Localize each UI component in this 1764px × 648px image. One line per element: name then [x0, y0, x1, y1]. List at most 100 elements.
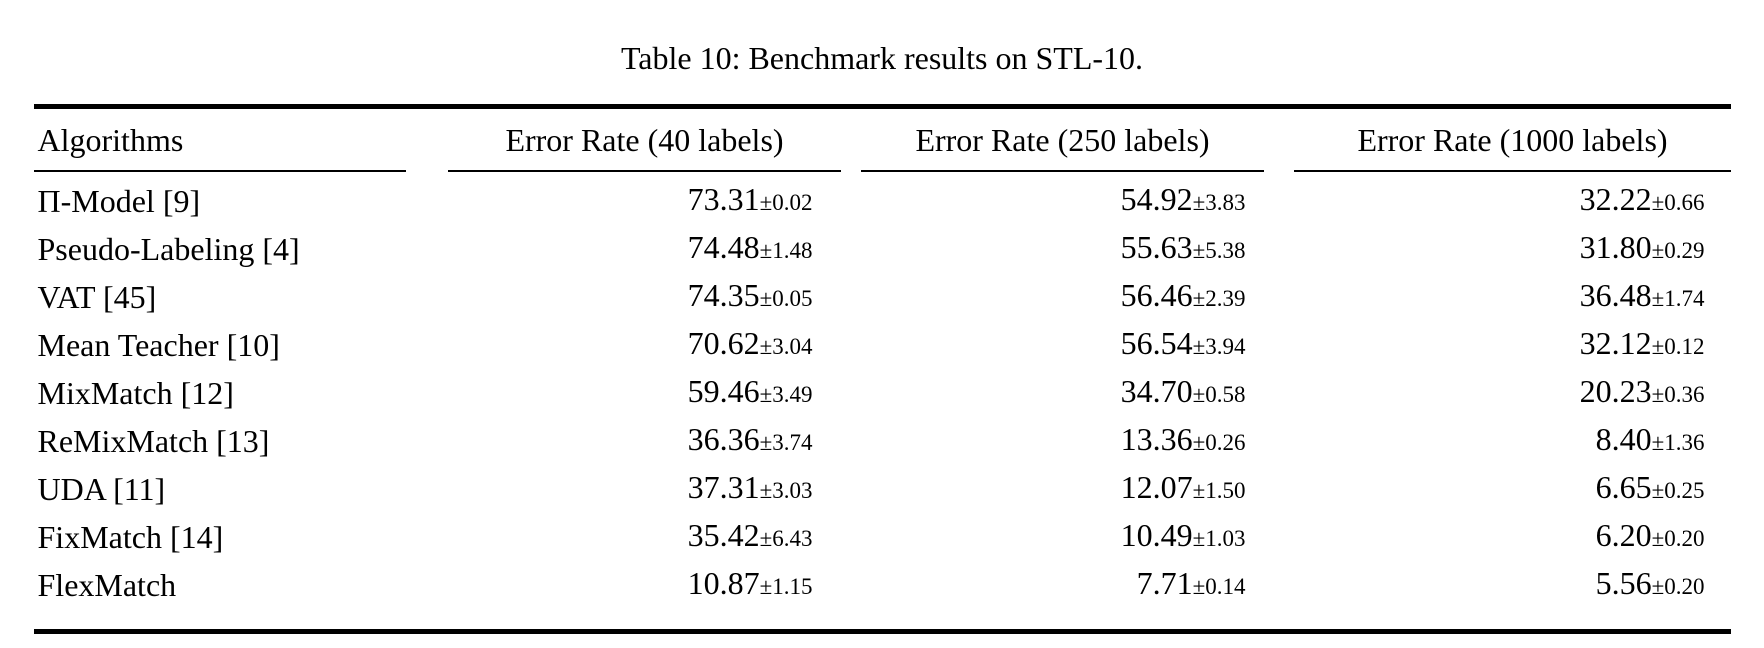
error-mean: 54.92: [1120, 181, 1193, 217]
error-rate-250-cell: 10.49±1.03: [861, 513, 1294, 561]
error-mean: 12.07: [1120, 469, 1193, 505]
error-std: ±0.26: [1192, 430, 1246, 455]
algorithm-cell: FlexMatch: [37, 566, 177, 603]
error-std: ±3.03: [759, 478, 813, 503]
error-std: ±0.02: [759, 190, 813, 215]
error-rate-1000-cell: 36.48±1.74: [1294, 273, 1731, 321]
error-rate-1000-cell: 5.56±0.20: [1294, 561, 1731, 632]
error-std: ±3.83: [1192, 190, 1246, 215]
error-rate-1000-cell: 32.22±0.66: [1294, 172, 1731, 225]
error-std: ±3.49: [759, 382, 813, 407]
error-mean: 31.80: [1579, 229, 1652, 265]
error-rate-1000-cell: 32.12±0.12: [1294, 321, 1731, 369]
error-mean: 8.40: [1595, 421, 1652, 457]
error-std: ±3.04: [759, 334, 813, 359]
error-rate-250-cell: 34.70±0.58: [861, 369, 1294, 417]
error-mean: 7.71: [1136, 565, 1193, 601]
error-mean: 59.46: [687, 373, 760, 409]
error-std: ±0.12: [1651, 334, 1705, 359]
error-std: ±1.48: [759, 238, 813, 263]
error-mean: 35.42: [687, 517, 760, 553]
error-std: ±0.66: [1651, 190, 1705, 215]
table-row: FlexMatch 10.87±1.15 7.71±0.14 5.56±0.20: [34, 561, 1731, 632]
error-std: ±1.15: [759, 574, 813, 599]
error-std: ±0.20: [1651, 574, 1705, 599]
error-mean: 74.48: [687, 229, 760, 265]
error-mean: 10.87: [687, 565, 760, 601]
error-rate-250-cell: 56.46±2.39: [861, 273, 1294, 321]
error-std: ±1.03: [1192, 526, 1246, 551]
error-mean: 34.70: [1120, 373, 1193, 409]
error-std: ±1.50: [1192, 478, 1246, 503]
error-std: ±0.29: [1651, 238, 1705, 263]
error-rate-40-cell: 37.31±3.03: [448, 465, 861, 513]
table-body: Π-Model [9] 73.31±0.02 54.92±3.83 32.22±…: [34, 172, 1731, 632]
error-mean: 32.22: [1579, 181, 1652, 217]
algorithm-cell: ReMixMatch [13]: [37, 422, 270, 459]
error-rate-1000-cell: 6.65±0.25: [1294, 465, 1731, 513]
error-mean: 36.36: [687, 421, 760, 457]
error-rate-1000-cell: 6.20±0.20: [1294, 513, 1731, 561]
algorithm-cell: VAT [45]: [37, 278, 157, 315]
error-mean: 70.62: [687, 325, 760, 361]
error-mean: 6.65: [1595, 469, 1652, 505]
error-std: ±0.20: [1651, 526, 1705, 551]
error-rate-1000-cell: 8.40±1.36: [1294, 417, 1731, 465]
error-mean: 32.12: [1579, 325, 1652, 361]
error-rate-250-cell: 56.54±3.94: [861, 321, 1294, 369]
algorithm-cell: FixMatch [14]: [37, 518, 224, 555]
table-row: VAT [45] 74.35±0.05 56.46±2.39 36.48±1.7…: [34, 273, 1731, 321]
error-mean: 6.20: [1595, 517, 1652, 553]
error-rate-40-cell: 74.48±1.48: [448, 225, 861, 273]
error-std: ±2.39: [1192, 286, 1246, 311]
table-caption: Table 10: Benchmark results on STL-10.: [620, 40, 1144, 76]
column-header-algorithms: Algorithms: [33, 107, 448, 173]
error-std: ±0.58: [1192, 382, 1246, 407]
column-header-error-1000: Error Rate (1000 labels): [1293, 107, 1731, 173]
error-mean: 37.31: [687, 469, 760, 505]
column-header-error-40: Error Rate (40 labels): [447, 107, 861, 173]
table-header: Algorithms Error Rate (40 labels) Error …: [33, 107, 1731, 173]
error-rate-40-cell: 70.62±3.04: [448, 321, 861, 369]
algorithm-cell: UDA [11]: [37, 470, 166, 507]
error-mean: 56.54: [1120, 325, 1193, 361]
error-mean: 56.46: [1120, 277, 1193, 313]
error-rate-40-cell: 10.87±1.15: [448, 561, 861, 632]
error-rate-40-cell: 35.42±6.43: [448, 513, 861, 561]
error-mean: 13.36: [1120, 421, 1193, 457]
error-mean: 10.49: [1120, 517, 1193, 553]
error-rate-40-cell: 73.31±0.02: [448, 172, 861, 225]
benchmark-table: Algorithms Error Rate (40 labels) Error …: [33, 104, 1731, 634]
error-mean: 73.31: [687, 181, 760, 217]
error-rate-40-cell: 36.36±3.74: [448, 417, 861, 465]
error-std: ±0.36: [1651, 382, 1705, 407]
error-std: ±3.74: [759, 430, 813, 455]
table-row: Pseudo-Labeling [4] 74.48±1.48 55.63±5.3…: [34, 225, 1731, 273]
table-row: UDA [11] 37.31±3.03 12.07±1.50 6.65±0.25: [34, 465, 1731, 513]
algorithm-cell: Π-Model [9]: [37, 182, 201, 219]
table-row: FixMatch [14] 35.42±6.43 10.49±1.03 6.20…: [34, 513, 1731, 561]
algorithm-cell: Pseudo-Labeling [4]: [37, 230, 300, 267]
table-row: Mean Teacher [10] 70.62±3.04 56.54±3.94 …: [34, 321, 1731, 369]
error-std: ±6.43: [759, 526, 813, 551]
error-std: ±0.25: [1651, 478, 1705, 503]
error-mean: 55.63: [1120, 229, 1193, 265]
table-row: MixMatch [12] 59.46±3.49 34.70±0.58 20.2…: [34, 369, 1731, 417]
error-rate-1000-cell: 20.23±0.36: [1294, 369, 1731, 417]
error-rate-250-cell: 55.63±5.38: [861, 225, 1294, 273]
error-mean: 5.56: [1595, 565, 1652, 601]
error-rate-250-cell: 12.07±1.50: [861, 465, 1294, 513]
error-rate-1000-cell: 31.80±0.29: [1294, 225, 1731, 273]
error-rate-250-cell: 7.71±0.14: [861, 561, 1294, 632]
error-mean: 20.23: [1579, 373, 1652, 409]
error-rate-40-cell: 74.35±0.05: [448, 273, 861, 321]
error-std: ±1.36: [1651, 430, 1705, 455]
column-header-error-250: Error Rate (250 labels): [860, 107, 1294, 173]
table-row: Π-Model [9] 73.31±0.02 54.92±3.83 32.22±…: [34, 172, 1731, 225]
error-mean: 74.35: [687, 277, 760, 313]
error-std: ±0.05: [759, 286, 813, 311]
error-rate-250-cell: 54.92±3.83: [861, 172, 1294, 225]
error-std: ±5.38: [1192, 238, 1246, 263]
error-rate-250-cell: 13.36±0.26: [861, 417, 1294, 465]
